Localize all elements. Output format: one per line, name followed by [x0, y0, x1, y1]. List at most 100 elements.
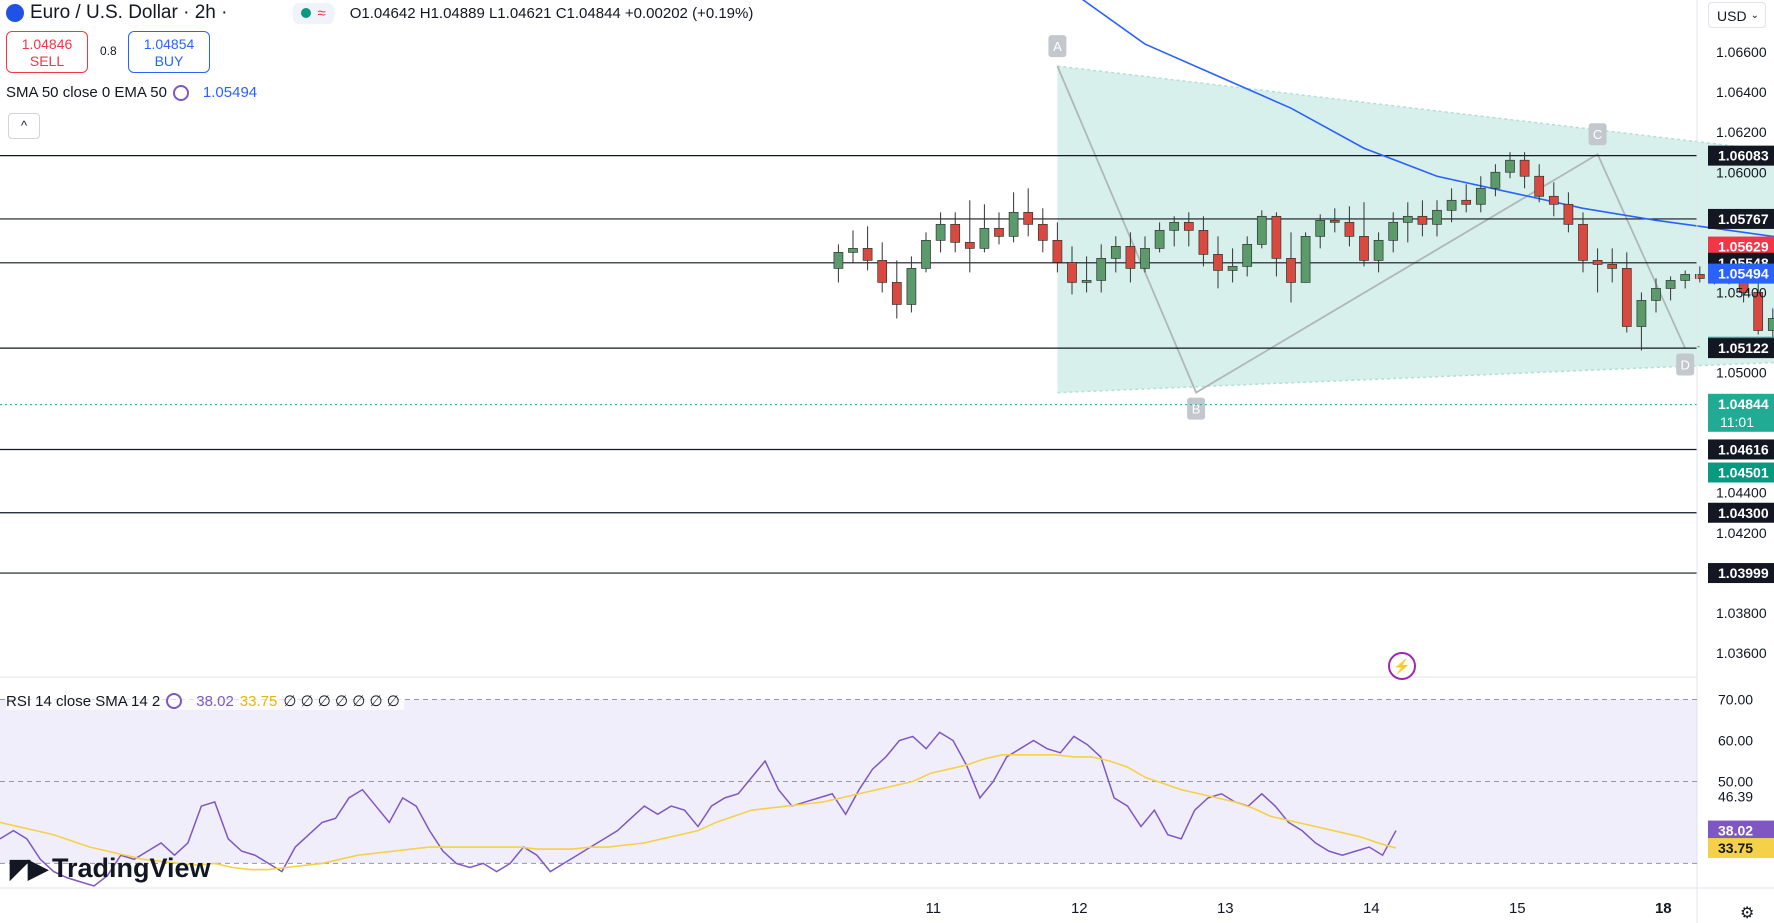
- candle: [1446, 188, 1457, 223]
- candle-body: [1110, 246, 1121, 259]
- candle-body: [1592, 260, 1603, 265]
- price-badge: [1708, 502, 1774, 523]
- status-indicators[interactable]: ≈: [293, 2, 334, 24]
- candle-body: [1037, 223, 1048, 241]
- candle: [1475, 176, 1486, 213]
- candle-body: [1242, 244, 1253, 267]
- pattern-area: [1057, 66, 1774, 393]
- tradingview-logo-icon: ◤▶: [10, 853, 48, 883]
- symbol-title[interactable]: Euro / U.S. Dollar · 2h ·: [30, 2, 228, 23]
- candle: [1563, 192, 1574, 233]
- candle-body: [1227, 266, 1238, 271]
- candle-body: [1461, 199, 1472, 205]
- candle-body: [994, 227, 1004, 237]
- candle: [891, 260, 902, 319]
- rsi-indicator-label: RSI 14 close SMA 14 2: [6, 692, 161, 710]
- candle: [1344, 206, 1355, 247]
- candle-body: [1096, 258, 1107, 281]
- candle: [1373, 232, 1384, 273]
- candle: [1198, 216, 1209, 267]
- price-badge-label: 1.05629: [1718, 239, 1769, 255]
- candle: [848, 230, 858, 263]
- lightning-icon[interactable]: ⚡: [1388, 652, 1416, 680]
- candle: [1388, 212, 1399, 253]
- candle-body: [1359, 236, 1369, 261]
- price-badge: [1708, 462, 1774, 483]
- time-tick-label: 15: [1509, 900, 1526, 917]
- ma-indicator-value: 1.05494: [202, 84, 258, 101]
- pattern-point-marker: [1588, 123, 1607, 146]
- candle: [1315, 214, 1326, 249]
- candle-body: [1651, 288, 1661, 301]
- candle-body: [1607, 264, 1618, 269]
- sell-label: SELL: [29, 53, 65, 69]
- price-badge: [1708, 145, 1774, 166]
- candle: [1753, 280, 1764, 335]
- rsi-sma-line: [0, 754, 1397, 871]
- candle-body: [848, 248, 858, 253]
- price-badge-label: 1.05494: [1718, 266, 1769, 282]
- time-tick-label: 12: [1071, 900, 1088, 917]
- price-badge: [1708, 439, 1774, 460]
- candle: [1534, 164, 1545, 203]
- collapse-legend-button[interactable]: ^: [8, 113, 40, 139]
- sell-button[interactable]: 1.04846 SELL: [6, 31, 88, 73]
- buy-label: BUY: [154, 53, 184, 69]
- rsi-value-badge: [1708, 820, 1774, 841]
- candle-body: [1475, 187, 1486, 205]
- candle: [877, 242, 888, 293]
- candle: [1767, 308, 1774, 339]
- candle-body: [1694, 274, 1705, 279]
- pattern-point-marker: [1187, 397, 1206, 420]
- settings-gear-icon[interactable]: ⚙: [1740, 905, 1755, 922]
- candle: [1169, 216, 1180, 247]
- candle: [1607, 248, 1618, 283]
- price-badge: [1708, 236, 1774, 257]
- price-badge-label: 1.04616: [1718, 441, 1769, 457]
- candle: [935, 212, 946, 253]
- candle-body: [1446, 199, 1457, 211]
- candle-body: [1271, 215, 1282, 259]
- rsi-extra-values: ∅ ∅ ∅ ∅ ∅ ∅ ∅: [283, 693, 400, 710]
- candle: [1081, 256, 1092, 293]
- price-tick-label: 1.06400: [1716, 84, 1767, 100]
- candle-body: [1417, 215, 1428, 225]
- candle: [1651, 278, 1661, 313]
- candle: [1417, 200, 1428, 237]
- pattern-point-label: B: [1192, 402, 1201, 417]
- candle-body: [950, 223, 961, 243]
- candle-body: [891, 282, 902, 305]
- refresh-icon[interactable]: [172, 84, 189, 101]
- candle-body: [1753, 292, 1764, 331]
- rsi-value: 38.02: [196, 692, 234, 710]
- time-tick-label: 13: [1217, 900, 1234, 917]
- candle: [994, 212, 1004, 245]
- candle-body: [1315, 219, 1326, 237]
- rsi-indicator-legend[interactable]: RSI 14 close SMA 14 2 38.02 33.75 ∅ ∅ ∅ …: [6, 692, 404, 710]
- ma-indicator-label: SMA 50 close 0 EMA 50: [6, 84, 167, 101]
- price-badge: [1708, 338, 1774, 359]
- candle-body: [1388, 221, 1399, 241]
- candle: [1154, 222, 1165, 253]
- candle: [1359, 202, 1369, 267]
- candle-body: [1067, 262, 1077, 283]
- rsi-line: [0, 731, 1397, 887]
- candle-body: [1534, 175, 1545, 197]
- candle: [1023, 188, 1034, 237]
- candle-body: [1767, 318, 1774, 331]
- buy-button[interactable]: 1.04854 BUY: [128, 31, 210, 73]
- price-badge-label: 1.05767: [1718, 211, 1769, 227]
- time-tick-label: 14: [1363, 900, 1380, 917]
- refresh-icon[interactable]: [166, 693, 183, 709]
- buy-price: 1.04854: [143, 36, 195, 52]
- price-tick-label: 1.06200: [1716, 124, 1767, 140]
- candle: [1300, 232, 1311, 283]
- price-tick-label: 1.03600: [1716, 645, 1767, 661]
- candle: [1286, 232, 1296, 303]
- candle-body: [1490, 171, 1501, 189]
- currency-select[interactable]: USD ⌄: [1708, 2, 1766, 28]
- candle: [1125, 232, 1136, 283]
- price-tick-label: 1.04400: [1716, 485, 1767, 501]
- ma-indicator-legend[interactable]: SMA 50 close 0 EMA 50 1.05494: [6, 84, 257, 101]
